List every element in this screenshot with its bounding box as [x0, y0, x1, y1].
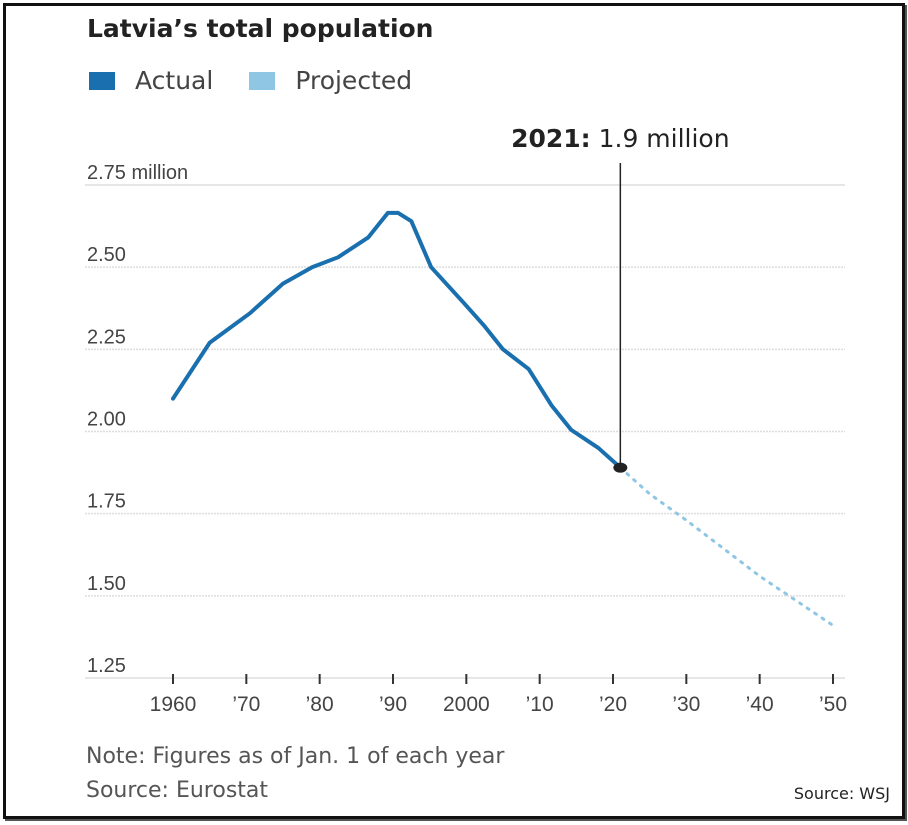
legend-item-actual: Actual [89, 66, 213, 95]
annotation-year: 2021: [511, 124, 591, 153]
x-tick-label: ’10 [526, 693, 554, 716]
y-tick-label: 1.75 [87, 491, 126, 513]
y-tick-label: 2.50 [87, 244, 126, 266]
x-tick-label: ’80 [306, 693, 334, 716]
y-tick-label: 2.25 [87, 326, 126, 348]
legend: Actual Projected [89, 66, 448, 95]
chart-source: Source: Eurostat [86, 778, 269, 803]
chart-frame [3, 3, 905, 819]
x-tick-label: ’30 [672, 693, 700, 716]
x-tick-label: ’40 [746, 693, 774, 716]
x-tick-label: ’50 [819, 693, 847, 716]
x-tick-label: ’70 [232, 693, 260, 716]
chart-note: Note: Figures as of Jan. 1 of each year [86, 744, 505, 769]
legend-swatch-projected [249, 71, 276, 90]
legend-swatch-actual [89, 71, 115, 90]
chart-credit: Source: WSJ [793, 784, 890, 803]
legend-label-projected: Projected [295, 66, 413, 95]
x-tick-label: ’90 [379, 693, 407, 716]
x-tick-label: 1960 [150, 693, 197, 716]
y-tick-label: 1.25 [87, 655, 126, 677]
x-tick-label: ’20 [599, 693, 627, 716]
annotation-point [613, 462, 628, 473]
actual-series-line [171, 210, 623, 470]
legend-label-actual: Actual [135, 66, 214, 95]
y-tick-label: 2.75 million [87, 162, 188, 184]
projected-series-line [618, 466, 835, 627]
x-tick-label: 2000 [443, 693, 490, 716]
y-tick-label: 2.00 [87, 409, 126, 431]
annotation-label: 2021: 1.9 million [511, 124, 730, 153]
chart-title: Latvia’s total population [87, 14, 434, 43]
legend-item-projected: Projected [249, 66, 412, 95]
annotation-value: 1.9 million [591, 124, 730, 153]
y-tick-label: 1.50 [87, 573, 126, 595]
